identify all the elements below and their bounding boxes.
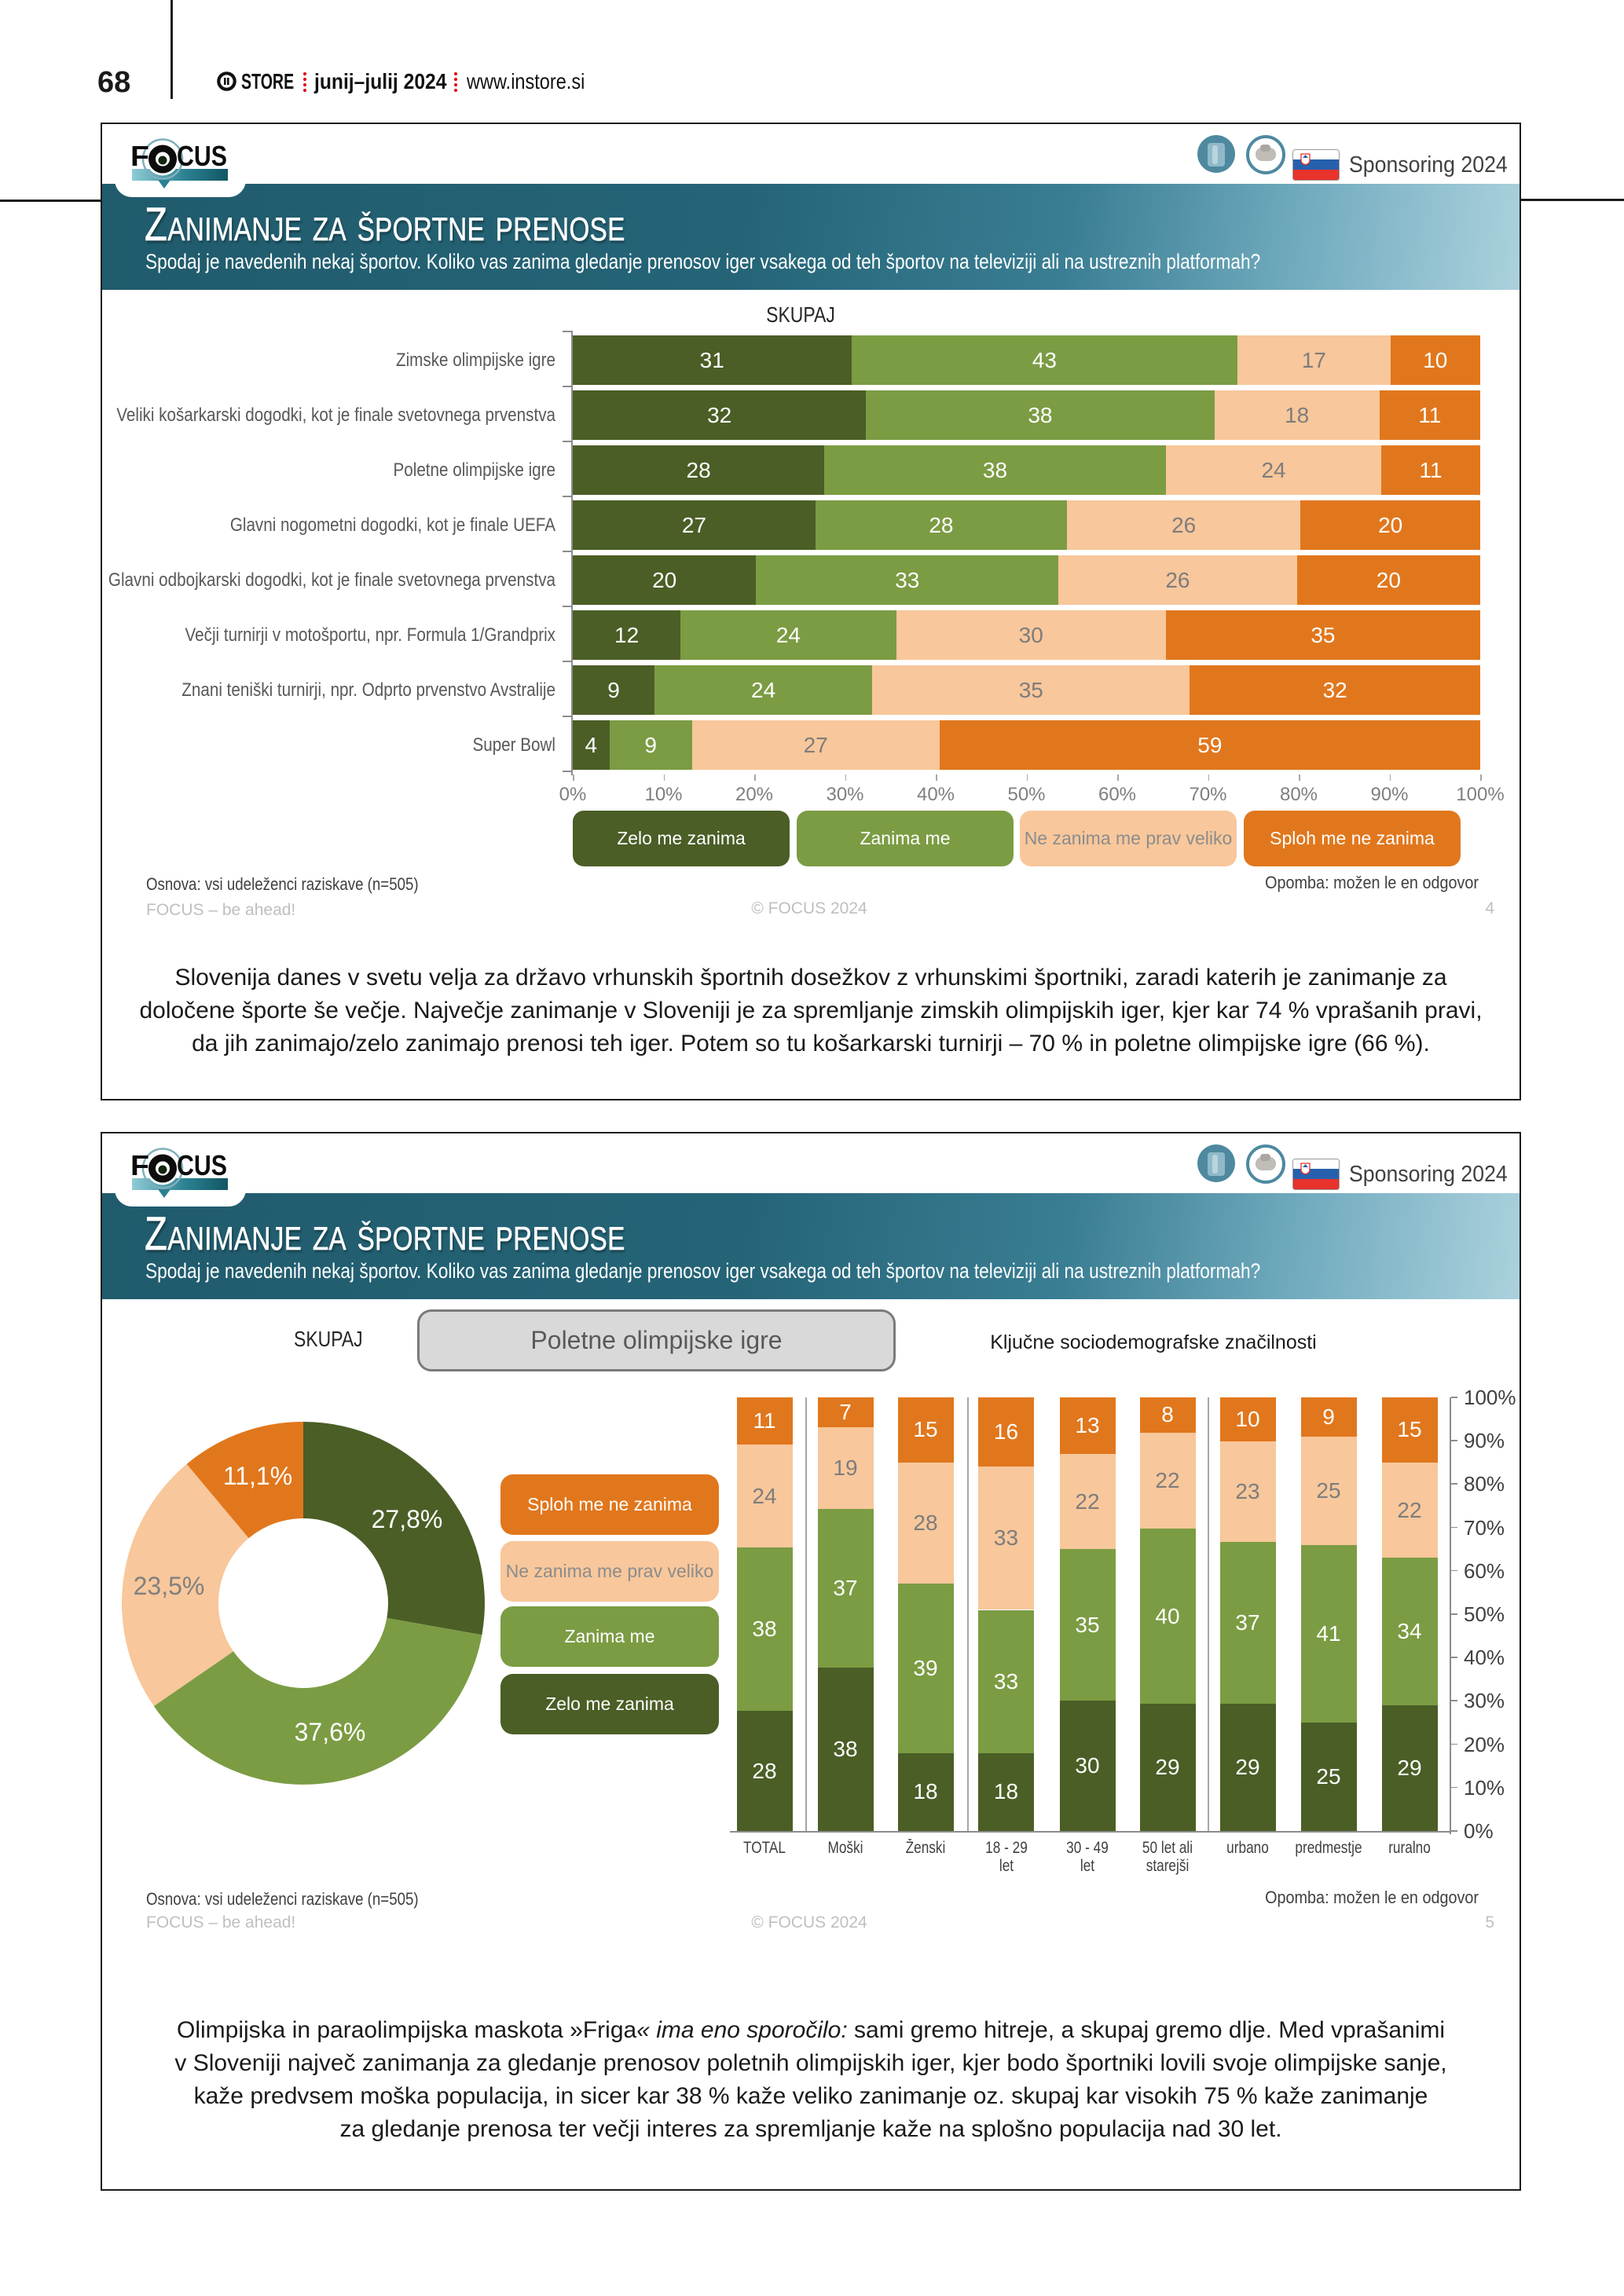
svg-text:CUS: CUS [177,140,227,172]
svg-text:CUS: CUS [177,1149,227,1181]
svg-text:F: F [130,140,149,172]
svg-text:F: F [130,1149,149,1181]
